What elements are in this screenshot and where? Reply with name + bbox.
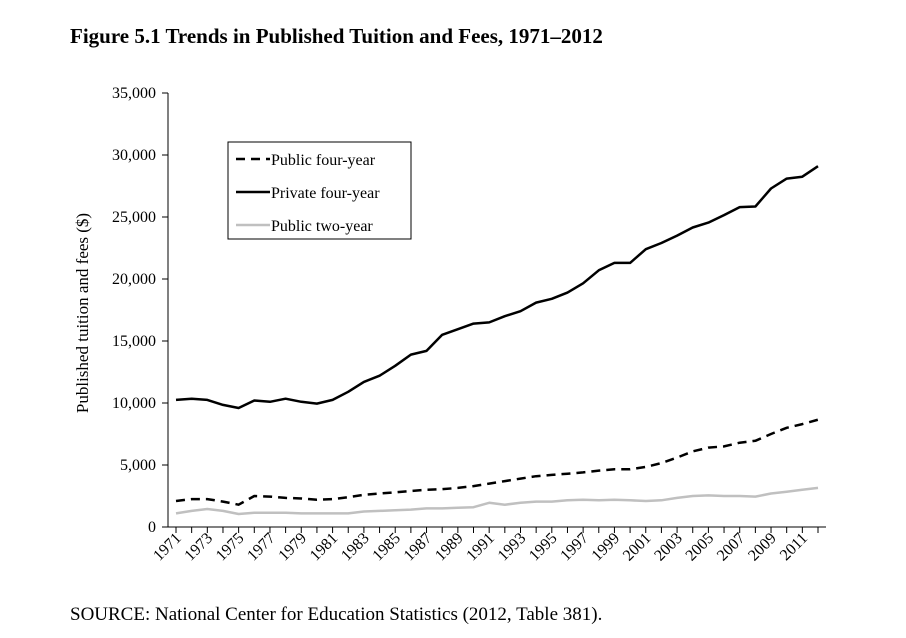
x-tick-label: 1973 (181, 530, 216, 565)
y-tick-label: 35,000 (112, 85, 156, 102)
figure-title: Figure 5.1 Trends in Published Tuition a… (70, 24, 603, 48)
y-tick-label: 20,000 (112, 271, 156, 288)
x-tick-label: 2003 (651, 530, 686, 565)
y-tick-label: 30,000 (112, 147, 156, 164)
y-tick-label: 5,000 (120, 457, 156, 474)
x-tick-label: 2011 (777, 530, 811, 564)
chart-legend: Public four-year Private four-year Public … (227, 141, 412, 240)
x-tick-label: 1993 (495, 530, 530, 565)
x-tick-label: 1997 (557, 530, 592, 565)
x-tick-label: 1983 (338, 530, 373, 565)
x-tick-label: 1985 (369, 530, 404, 565)
source-note: SOURCE: National Center for Education St… (70, 604, 603, 625)
x-tick-label: 1975 (213, 530, 248, 565)
x-tick-label: 1995 (526, 530, 561, 565)
x-tick-label: 2001 (620, 530, 655, 565)
series-line-public-two-year (175, 486, 819, 516)
chart-axes (162, 92, 826, 533)
legend-label: Public four-year (271, 152, 376, 169)
legend-label: Private four-year (271, 185, 380, 202)
x-tick-label: 1991 (463, 530, 498, 565)
y-axis-label: Published tuition and fees ($) (73, 213, 92, 413)
x-tick-label: 2009 (745, 530, 780, 565)
y-tick-label: 25,000 (112, 209, 156, 226)
x-tick-labels: 1971197319751977197919811983198519871989… (150, 530, 811, 565)
y-tick-labels: 0 5,000 10,000 15,000 20,000 25,000 30,000 35,0… (112, 85, 156, 536)
x-tick-label: 1981 (307, 530, 342, 565)
x-tick-label: 1977 (244, 530, 279, 565)
x-tick-label: 1979 (275, 530, 310, 565)
line-chart: 0 5,000 10,000 15,000 20,000 25,000 30,000 35,0… (73, 85, 826, 565)
x-tick-label: 1999 (589, 530, 624, 565)
y-tick-label: 10,000 (112, 395, 156, 412)
series-line-public-four-year (175, 418, 819, 506)
x-tick-label: 1989 (432, 530, 467, 565)
legend-label: Public two-year (271, 218, 373, 235)
x-tick-label: 2005 (683, 530, 718, 565)
series-line-private-four-year (175, 165, 819, 410)
x-tick-label: 2007 (714, 530, 749, 565)
y-tick-label: 0 (148, 519, 156, 536)
y-tick-label: 15,000 (112, 333, 156, 350)
plot-lines (175, 165, 819, 516)
x-tick-label: 1987 (401, 530, 436, 565)
